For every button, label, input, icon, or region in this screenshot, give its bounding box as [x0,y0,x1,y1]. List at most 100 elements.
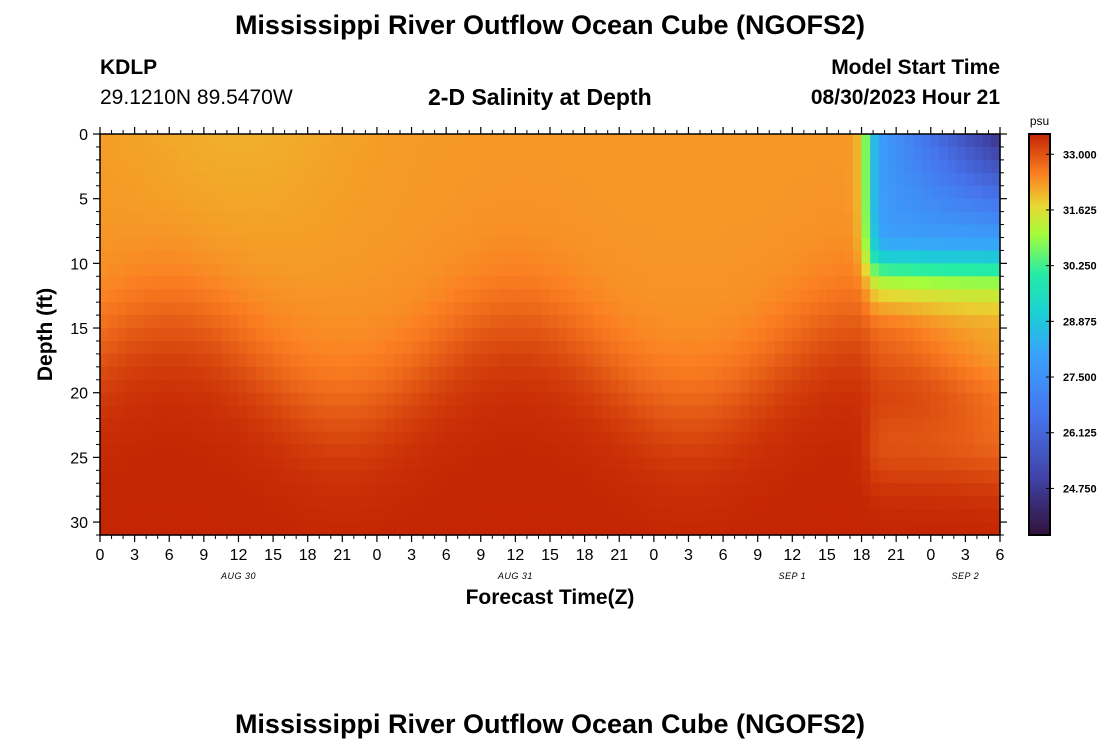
heatmap-cell [775,366,785,381]
heatmap-cell [169,340,179,355]
heatmap-cell [420,470,430,484]
heatmap-cell [653,509,664,523]
heatmap-cell [333,431,343,446]
heatmap-cell [558,353,568,368]
heatmap-cell [454,522,465,536]
heatmap-cell [472,483,482,497]
heatmap-cell [627,418,638,433]
heatmap-cell [775,496,785,510]
heatmap-cell [818,263,828,277]
heatmap-cell [203,315,214,329]
heatmap-cell [662,159,672,174]
heatmap-cell [766,379,776,394]
heatmap-cell [437,146,447,161]
heatmap-cell [714,353,724,368]
heatmap-cell [541,496,551,510]
heatmap-cell [844,392,854,407]
heatmap-cell [480,431,491,446]
heatmap-cell [385,366,395,381]
heatmap-cell [134,289,144,303]
heatmap-cell [861,237,871,252]
heatmap-cell [489,353,499,368]
heatmap-cell [480,185,491,200]
heatmap-cell [965,134,975,148]
heatmap-cell [247,483,257,497]
heatmap-cell [177,159,188,174]
heatmap-cell [567,509,577,523]
heatmap-cell [394,340,404,355]
heatmap-cell [948,224,958,239]
heatmap-cell [134,159,144,174]
heatmap-cell [948,353,958,368]
heatmap-cell [411,328,421,342]
heatmap-cell [437,522,447,536]
heatmap-cell [420,172,430,187]
heatmap-cell [584,457,594,471]
heatmap-cell [550,134,560,148]
heatmap-cell [705,198,716,213]
heatmap-cell [385,496,395,510]
heatmap-cell [844,289,854,303]
heatmap-cell [195,379,205,394]
heatmap-cell [195,159,205,174]
heatmap-cell [402,509,413,523]
heatmap-cell [948,457,958,471]
heatmap-cell [394,250,404,264]
heatmap-cell [108,211,118,226]
heatmap-cell [100,315,110,329]
heatmap-cell [818,172,828,187]
heatmap-cell [151,366,162,381]
heatmap-cell [896,328,906,342]
heatmap-cell [428,198,439,213]
heatmap-cell [350,250,361,264]
heatmap-cell [558,159,568,174]
heatmap-cell [541,198,551,213]
heatmap-cell [878,172,889,187]
heatmap-cell [679,224,690,239]
heatmap-cell [177,237,188,252]
heatmap-cell [472,496,482,510]
x-tick-label: 18 [299,547,317,564]
heatmap-cell [939,328,949,342]
heatmap-cell [835,522,845,536]
heatmap-cell [775,353,785,368]
heatmap-cell [930,289,941,303]
heatmap-cell [922,522,932,536]
heatmap-cell [982,134,992,148]
heatmap-cell [515,328,525,342]
heatmap-cell [151,276,162,290]
heatmap-cell [679,134,690,148]
heatmap-cell [991,418,1001,433]
heatmap-cell [723,405,733,420]
heatmap-cell [740,315,750,329]
heatmap-cell [325,392,335,407]
heatmap-cell [532,470,542,484]
heatmap-cell [299,134,309,148]
heatmap-cell [385,457,395,471]
heatmap-cell [454,198,465,213]
heatmap-cell [974,509,984,523]
heatmap-cell [679,392,690,407]
heatmap-cell [420,353,430,368]
heatmap-cell [800,237,811,252]
heatmap-cell [160,134,170,148]
heatmap-cell [974,263,984,277]
heatmap-cell [134,418,144,433]
heatmap-cell [835,315,845,329]
heatmap-cell [852,263,863,277]
heatmap-cell [939,159,949,174]
heatmap-cell [212,405,222,420]
x-tick-label: 9 [476,547,485,564]
heatmap-cell [299,457,309,471]
heatmap-cell [619,250,629,264]
heatmap-cell [550,172,560,187]
heatmap-cell [273,302,283,316]
heatmap-cell [108,185,118,200]
heatmap-cell [870,483,880,497]
heatmap-cell [134,250,144,264]
heatmap-cell [247,470,257,484]
heatmap-cell [550,431,560,446]
heatmap-cell [186,483,196,497]
heatmap-cell [333,134,343,148]
heatmap-cell [904,431,915,446]
